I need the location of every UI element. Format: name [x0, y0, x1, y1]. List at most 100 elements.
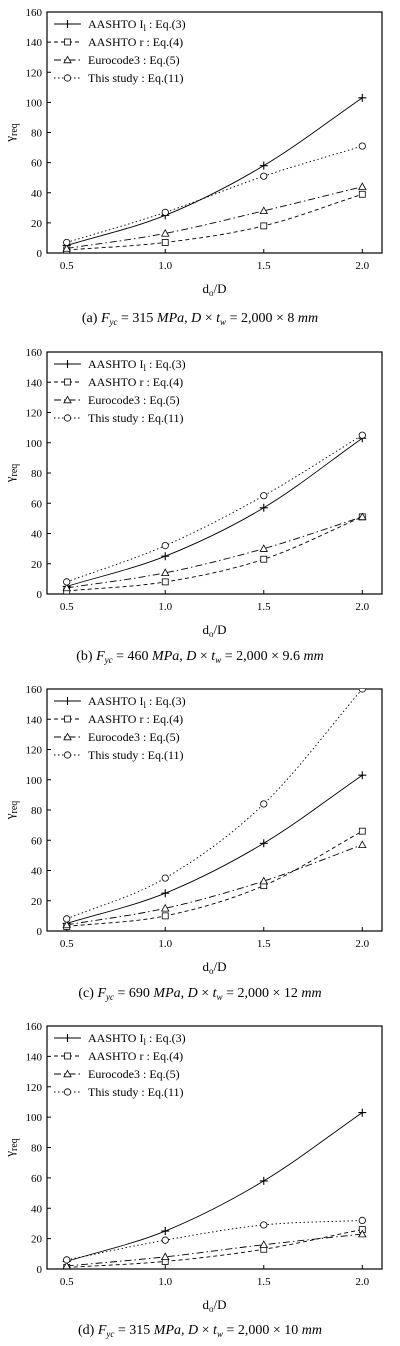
series-line-3 — [66, 516, 363, 589]
x-tick-label: 1.5 — [257, 1276, 271, 1288]
y-tick-label: 20 — [31, 559, 43, 571]
y-tick-label: 120 — [26, 1082, 43, 1094]
y-tick-label: 20 — [31, 896, 43, 908]
y-tick-label: 40 — [31, 1203, 43, 1215]
legend: AASHTO Il : Eq.(3) AASHTO r : Eq.(4) Euroc… — [54, 694, 186, 762]
y-tick-label: 20 — [31, 1234, 43, 1246]
data-point-series-1 — [358, 771, 367, 780]
y-tick-label: 160 — [26, 7, 43, 19]
legend-label-3: Eurocode3 : Eq.(5) — [88, 393, 180, 407]
data-point-series-2 — [260, 555, 268, 563]
y-tick-label: 120 — [26, 67, 43, 79]
data-point-series-3 — [62, 920, 71, 929]
y-tick-label: 20 — [31, 218, 43, 230]
data-point-series-3 — [259, 1240, 269, 1248]
legend-label-2: AASHTO r : Eq.(4) — [88, 712, 183, 726]
data-point-series-3 — [259, 544, 269, 552]
legend-marker-4 — [63, 414, 72, 422]
legend-label-2: AASHTO r : Eq.(4) — [88, 375, 183, 389]
series-group — [62, 431, 367, 594]
y-tick-label: 40 — [31, 866, 43, 878]
data-point-series-3 — [259, 206, 269, 215]
legend-marker-4 — [63, 1088, 72, 1096]
y-tick-label: 140 — [26, 714, 43, 726]
legend-label-4: This study : Eq.(11) — [88, 748, 184, 762]
y-axis-label: γreq — [2, 123, 20, 143]
data-point-series-4 — [63, 915, 71, 923]
x-tick-label: 1.5 — [257, 938, 271, 950]
y-tick-label: 140 — [26, 1051, 43, 1063]
series-line-1 — [66, 437, 363, 587]
legend-label-3: Eurocode3 : Eq.(5) — [88, 730, 180, 744]
x-tick-label: 2.0 — [355, 938, 369, 950]
series-line-1 — [66, 1112, 363, 1262]
chart-panel-4: 0 20 40 60 80 100 120 140 160 0.5 1.0 1.5 2.0 do/D γre… — [2, 1021, 383, 1339]
data-point-series-1 — [259, 161, 268, 170]
y-tick-label: 40 — [31, 529, 43, 541]
y-tick-label: 80 — [31, 468, 43, 480]
data-point-series-3 — [62, 244, 71, 252]
data-point-series-2 — [260, 222, 268, 230]
y-tick-label: 40 — [31, 188, 43, 200]
x-tick-label: 0.5 — [60, 938, 74, 950]
y-tick-label: 0 — [37, 926, 43, 938]
data-point-series-3 — [358, 182, 367, 190]
series-group — [62, 93, 367, 253]
data-point-series-4 — [161, 208, 169, 216]
chart-panel-3: 0 20 40 60 80 100 120 140 160 0.5 1.0 1.5 2.0 do/D γre… — [2, 684, 383, 1002]
data-point-series-2 — [161, 578, 169, 586]
data-point-series-1 — [259, 1176, 268, 1185]
x-tick-label: 1.5 — [257, 601, 271, 613]
data-point-series-4 — [260, 172, 268, 180]
y-axis-label: γreq — [2, 1138, 20, 1158]
y-tick-label: 100 — [26, 1112, 43, 1124]
legend-marker-1 — [63, 360, 72, 368]
data-point-series-3 — [358, 512, 367, 521]
series-line-4 — [66, 1219, 363, 1261]
series-line-3 — [66, 1233, 363, 1267]
series-line-1 — [66, 774, 363, 924]
series-line-4 — [66, 434, 363, 583]
data-point-series-4 — [358, 1216, 366, 1225]
y-tick-label: 100 — [26, 97, 43, 109]
legend-label-2: AASHTO r : Eq.(4) — [88, 35, 183, 49]
legend-marker-2 — [64, 378, 71, 386]
data-point-series-3 — [358, 1229, 367, 1238]
y-tick-label: 80 — [31, 1143, 43, 1155]
legend-label-1: AASHTO Il : Eq.(3) — [88, 17, 186, 33]
legend-label-3: Eurocode3 : Eq.(5) — [88, 1067, 180, 1081]
legend-marker-4 — [63, 74, 72, 82]
x-tick-label: 2.0 — [355, 260, 369, 272]
data-point-series-4 — [358, 431, 366, 439]
x-tick-label: 1.0 — [158, 601, 172, 613]
data-point-series-4 — [260, 492, 268, 500]
y-tick-label: 0 — [37, 1264, 43, 1276]
x-tick-label: 1.5 — [257, 260, 271, 272]
series-line-4 — [66, 145, 363, 243]
series-line-3 — [66, 844, 363, 926]
x-axis-label: do/D — [203, 1297, 227, 1314]
legend-marker-1 — [63, 1034, 72, 1042]
y-tick-label: 160 — [26, 684, 43, 696]
data-point-series-1 — [358, 93, 367, 102]
data-point-series-4 — [161, 1236, 169, 1244]
legend: AASHTO Il : Eq.(3) AASHTO r : Eq.(4) Euroc… — [54, 1031, 186, 1099]
chart-panel-2: 0 20 40 60 80 100 120 140 160 0.5 1.0 1.5 2.0 do/D γre… — [2, 347, 383, 665]
data-point-series-3 — [259, 876, 269, 885]
series-line-3 — [66, 186, 363, 249]
y-tick-label: 100 — [26, 775, 43, 787]
panel-caption: (a) Fyc = 315 MPa, D × tw = 2,000 × 8 mm — [82, 311, 318, 327]
series-line-2 — [66, 193, 363, 251]
legend-marker-3 — [63, 1069, 72, 1078]
data-point-series-1 — [259, 503, 268, 512]
data-point-series-1 — [161, 1227, 170, 1236]
legend: AASHTO Il : Eq.(3) AASHTO r : Eq.(4) Euroc… — [54, 357, 186, 425]
data-point-series-4 — [358, 142, 366, 150]
x-tick-label: 0.5 — [60, 260, 74, 272]
chart-panel-1: 0 20 40 60 80 100 120 140 160 0.5 1.0 1.5 2.0 do/D γre… — [2, 7, 383, 327]
data-point-series-2 — [358, 827, 366, 835]
series-group — [62, 689, 367, 930]
y-tick-label: 60 — [31, 1173, 43, 1185]
data-point-series-1 — [161, 552, 170, 561]
data-point-series-1 — [161, 889, 170, 898]
